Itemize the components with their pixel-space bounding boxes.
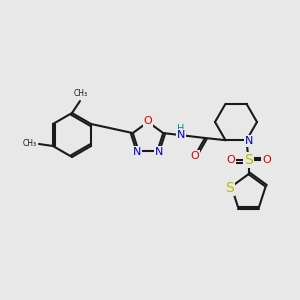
Text: CH₃: CH₃: [74, 89, 88, 98]
Text: N: N: [132, 147, 141, 157]
Text: N: N: [177, 130, 185, 140]
Text: S: S: [244, 153, 253, 167]
Text: N: N: [155, 147, 164, 157]
Text: CH₃: CH₃: [23, 139, 37, 148]
Text: H: H: [177, 124, 185, 134]
Text: O: O: [190, 151, 200, 161]
Text: O: O: [226, 155, 235, 165]
Text: S: S: [225, 181, 234, 195]
Text: O: O: [144, 116, 152, 126]
Text: N: N: [245, 136, 254, 146]
Text: O: O: [262, 155, 271, 165]
